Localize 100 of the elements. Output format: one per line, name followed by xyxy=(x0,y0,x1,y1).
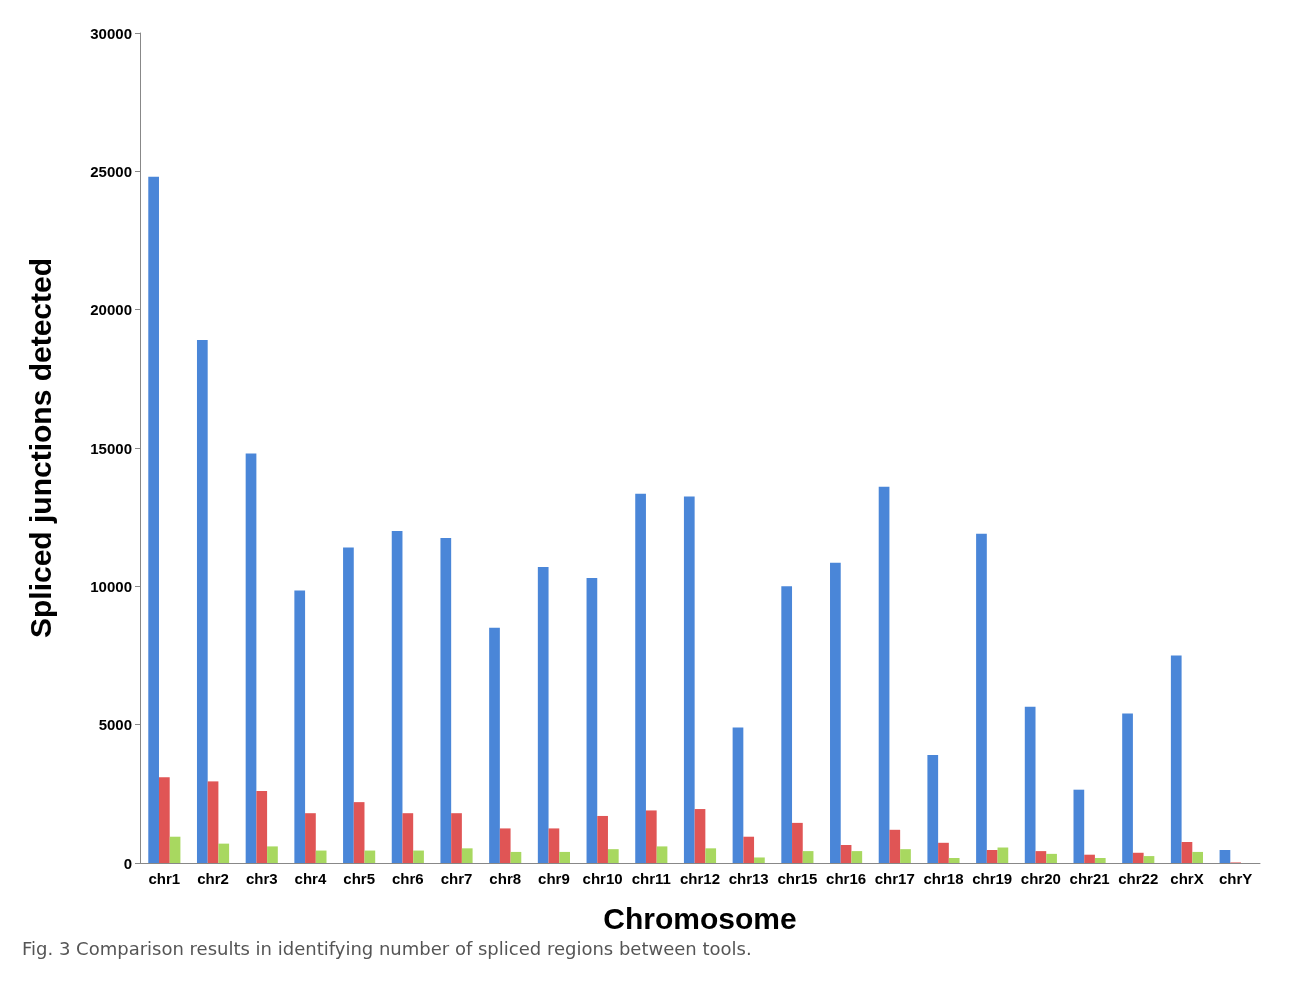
x-tick-label: chr10 xyxy=(582,870,623,887)
bar xyxy=(694,809,706,863)
bar xyxy=(840,845,852,863)
bar xyxy=(440,537,452,863)
bar xyxy=(499,828,511,863)
bar xyxy=(548,828,560,863)
bar xyxy=(1094,858,1106,863)
bar xyxy=(1084,854,1095,863)
bar xyxy=(705,848,717,863)
bar xyxy=(656,846,668,863)
y-axis-title: Spliced junctions detected xyxy=(23,257,57,639)
bar xyxy=(510,851,522,863)
bar xyxy=(1073,789,1085,863)
bar xyxy=(256,791,268,863)
y-tick-label: 10000 xyxy=(90,577,132,595)
x-tick-label: chr19 xyxy=(972,870,1013,887)
bar xyxy=(635,493,646,863)
bar xyxy=(169,836,181,863)
x-tick-label: chr13 xyxy=(728,870,769,887)
x-tick-label: chr21 xyxy=(1069,870,1110,887)
bar xyxy=(305,813,316,863)
x-tick-label: chr2 xyxy=(197,870,229,887)
bar xyxy=(997,847,1009,863)
bar xyxy=(586,578,598,863)
bar xyxy=(343,547,354,863)
x-tick-label: chr9 xyxy=(538,870,570,887)
bar xyxy=(1181,841,1193,863)
y-tick-label: 20000 xyxy=(90,301,132,319)
bar xyxy=(148,176,159,863)
x-tick-label: chr11 xyxy=(631,870,671,887)
bar xyxy=(267,846,278,863)
y-tick-label: 15000 xyxy=(90,439,132,457)
bar xyxy=(743,836,755,863)
bar xyxy=(802,851,814,863)
x-tick-label: chr20 xyxy=(1020,870,1061,887)
y-tick-label: 30000 xyxy=(90,24,132,42)
bar xyxy=(781,586,793,863)
y-tick-label: 0 xyxy=(123,854,132,872)
x-tick-label: chr22 xyxy=(1118,870,1159,887)
bar xyxy=(900,849,911,863)
x-tick-label: chr7 xyxy=(440,870,473,887)
bar xyxy=(413,850,424,863)
bar xyxy=(607,849,619,863)
bar xyxy=(889,829,901,863)
x-tick-label: chr18 xyxy=(923,870,964,887)
bar xyxy=(294,590,306,863)
bar xyxy=(218,843,230,863)
bar xyxy=(927,755,939,863)
bar xyxy=(851,851,863,863)
bar xyxy=(1170,655,1182,863)
bar xyxy=(1024,706,1036,863)
bar xyxy=(645,810,657,863)
bar xyxy=(683,496,695,863)
bar xyxy=(938,842,949,863)
x-tick-label: chrX xyxy=(1170,870,1204,887)
bar xyxy=(402,813,414,863)
bar xyxy=(948,858,960,863)
x-tick-label: chr5 xyxy=(343,870,375,887)
x-axis-title: Chromosome xyxy=(603,901,797,935)
x-tick-label: chr15 xyxy=(777,870,818,887)
bar xyxy=(315,850,327,863)
bar xyxy=(489,627,500,863)
bar xyxy=(792,822,803,863)
bar xyxy=(537,566,549,863)
bar xyxy=(976,533,987,863)
bar xyxy=(986,850,998,863)
bar xyxy=(1122,713,1133,863)
bar xyxy=(1132,852,1144,863)
bar xyxy=(1046,853,1057,863)
x-tick-label: chr17 xyxy=(874,870,915,887)
bar xyxy=(754,857,765,863)
x-tick-label: chr1 xyxy=(148,870,181,887)
x-tick-label: chrY xyxy=(1218,870,1253,887)
y-tick-label: 5000 xyxy=(98,716,132,734)
bar xyxy=(1143,856,1155,863)
bar xyxy=(732,727,744,863)
bar xyxy=(451,813,462,863)
x-tick-label: chr6 xyxy=(391,870,424,887)
bar xyxy=(1219,850,1231,863)
bar xyxy=(196,340,208,863)
bar xyxy=(353,802,365,863)
bar xyxy=(1035,851,1047,863)
x-tick-label: chr12 xyxy=(679,870,721,887)
bar xyxy=(391,531,403,863)
caption: Fig. 3 Comparison results in identifying number of spliced regions between tools. xyxy=(22,938,753,959)
x-tick-label: chr16 xyxy=(826,870,867,887)
bar xyxy=(158,777,170,863)
x-tick-label: chr3 xyxy=(245,870,278,887)
y-tick-label: 25000 xyxy=(90,162,132,180)
bar xyxy=(559,851,570,863)
bar xyxy=(597,815,608,863)
bar xyxy=(245,453,257,863)
bar xyxy=(364,850,376,863)
bar xyxy=(1192,851,1204,863)
x-tick-label: chr4 xyxy=(294,870,327,887)
bar xyxy=(461,848,473,863)
x-tick-label: chr8 xyxy=(489,870,522,887)
bar xyxy=(207,781,219,863)
bar xyxy=(878,486,890,863)
bar xyxy=(830,562,841,863)
